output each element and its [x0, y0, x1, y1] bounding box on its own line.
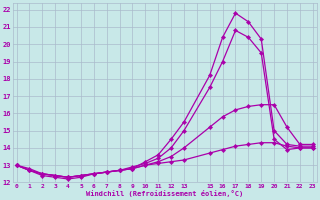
X-axis label: Windchill (Refroidissement éolien,°C): Windchill (Refroidissement éolien,°C): [86, 190, 243, 197]
